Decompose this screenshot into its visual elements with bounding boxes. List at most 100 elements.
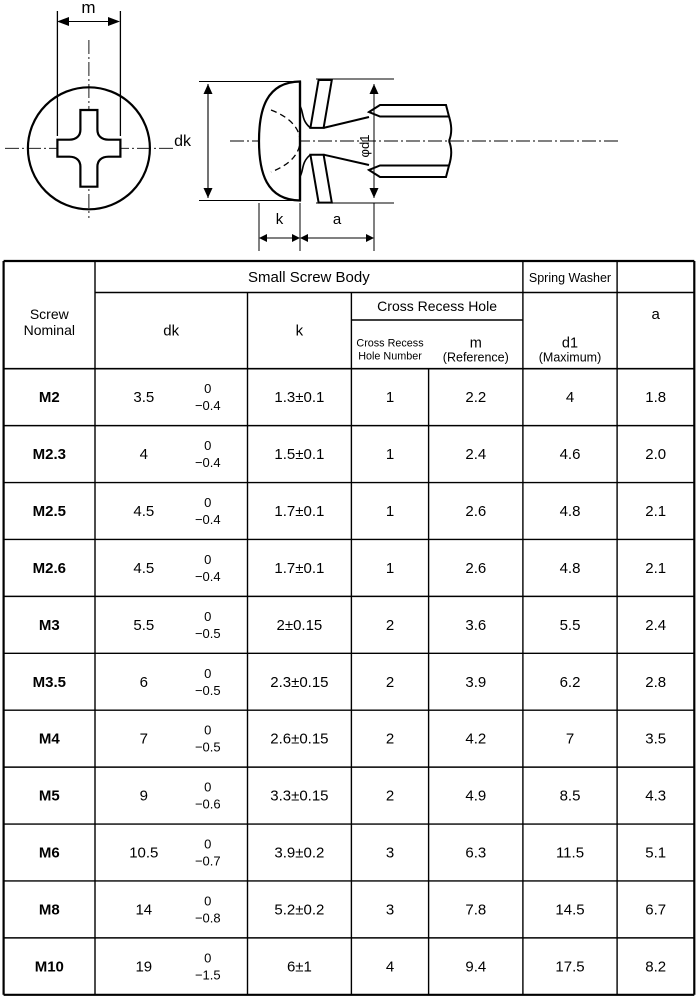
svg-text:3.3±0.15: 3.3±0.15 [270,788,328,805]
svg-text:6.2: 6.2 [560,674,581,691]
svg-text:2.6: 2.6 [465,560,486,577]
svg-text:−0.5: −0.5 [195,626,221,641]
svg-text:Cross Recess Hole: Cross Recess Hole [377,298,497,314]
svg-text:6: 6 [140,674,148,691]
svg-text:−0.4: −0.4 [195,455,221,470]
svg-text:11.5: 11.5 [556,845,584,862]
svg-text:4.9: 4.9 [465,788,486,805]
svg-text:−0.5: −0.5 [195,683,221,698]
svg-text:a: a [333,211,342,228]
svg-text:2±0.15: 2±0.15 [277,617,323,634]
svg-text:3.9: 3.9 [465,674,486,691]
svg-text:0: 0 [204,609,211,624]
svg-text:2.6±0.15: 2.6±0.15 [270,731,328,748]
svg-text:1.5±0.1: 1.5±0.1 [274,446,324,463]
svg-text:4.8: 4.8 [560,503,581,520]
svg-text:dk: dk [163,323,179,340]
svg-text:5.5: 5.5 [133,617,154,634]
svg-text:1.7±0.1: 1.7±0.1 [274,560,324,577]
svg-text:1: 1 [386,389,394,406]
svg-text:−0.8: −0.8 [195,910,221,925]
svg-text:4.3: 4.3 [645,788,666,805]
svg-text:M2.3: M2.3 [33,446,66,463]
svg-text:0: 0 [204,950,211,965]
svg-text:0: 0 [204,552,211,567]
svg-text:0: 0 [204,381,211,396]
svg-text:6.7: 6.7 [645,901,666,918]
svg-text:6.3: 6.3 [465,845,486,862]
svg-text:4: 4 [566,389,574,406]
svg-text:M2.5: M2.5 [33,503,66,520]
svg-text:−0.6: −0.6 [195,797,221,812]
svg-text:2.3±0.15: 2.3±0.15 [270,674,328,691]
svg-text:1.3±0.1: 1.3±0.1 [274,389,324,406]
svg-text:0: 0 [204,893,211,908]
svg-text:4.2: 4.2 [465,731,486,748]
svg-text:2.0: 2.0 [645,446,666,463]
svg-text:2: 2 [386,617,394,634]
svg-text:4: 4 [386,958,394,975]
svg-text:φd1: φd1 [357,135,372,158]
svg-text:8.2: 8.2 [645,958,666,975]
svg-text:1: 1 [386,560,394,577]
svg-text:M6: M6 [39,845,60,862]
svg-text:2.1: 2.1 [645,560,666,577]
svg-text:0: 0 [204,438,211,453]
svg-text:M2.6: M2.6 [33,560,66,577]
svg-text:Nominal: Nominal [24,322,75,338]
svg-text:0: 0 [204,495,211,510]
svg-text:4.5: 4.5 [133,503,154,520]
svg-text:M5: M5 [39,788,60,805]
svg-text:−1.5: −1.5 [195,967,221,982]
svg-text:14: 14 [135,901,152,918]
svg-text:d1: d1 [562,335,578,351]
svg-text:3: 3 [386,901,394,918]
svg-text:(Maximum): (Maximum) [539,350,602,364]
svg-text:3.5: 3.5 [645,731,666,748]
svg-text:5.5: 5.5 [560,617,581,634]
svg-text:1.8: 1.8 [645,389,666,406]
svg-text:−0.5: −0.5 [195,740,221,755]
svg-text:M8: M8 [39,901,60,918]
svg-text:M4: M4 [39,731,60,748]
svg-text:5.1: 5.1 [645,845,666,862]
svg-text:0: 0 [204,723,211,738]
svg-text:9.4: 9.4 [465,958,486,975]
svg-text:Hole Number: Hole Number [358,350,422,362]
svg-text:k: k [296,323,304,340]
svg-text:1.7±0.1: 1.7±0.1 [274,503,324,520]
svg-text:6±1: 6±1 [287,958,312,975]
svg-text:m: m [470,335,482,351]
svg-text:a: a [652,306,661,323]
svg-text:7: 7 [566,731,574,748]
svg-text:8.5: 8.5 [560,788,581,805]
svg-text:4: 4 [140,446,148,463]
svg-text:(Reference): (Reference) [443,350,509,364]
svg-text:10.5: 10.5 [129,845,158,862]
svg-text:2: 2 [386,788,394,805]
svg-text:−0.4: −0.4 [195,512,221,527]
svg-text:17.5: 17.5 [555,958,584,975]
svg-text:2.6: 2.6 [465,503,486,520]
svg-text:9: 9 [140,788,148,805]
svg-text:4.5: 4.5 [133,560,154,577]
svg-text:2.4: 2.4 [465,446,486,463]
svg-text:0: 0 [204,666,211,681]
svg-text:2.2: 2.2 [465,389,486,406]
svg-text:Screw: Screw [30,306,70,322]
svg-text:5.2±0.2: 5.2±0.2 [274,901,324,918]
svg-text:3: 3 [386,845,394,862]
svg-text:M10: M10 [35,958,64,975]
svg-text:M2: M2 [39,389,60,406]
svg-text:2.1: 2.1 [645,503,666,520]
svg-text:14.5: 14.5 [555,901,584,918]
svg-text:3.9±0.2: 3.9±0.2 [274,845,324,862]
svg-text:1: 1 [386,446,394,463]
svg-text:dk: dk [174,133,192,150]
svg-text:−0.7: −0.7 [195,854,221,869]
svg-text:0: 0 [204,837,211,852]
svg-text:0: 0 [204,780,211,795]
svg-text:M3: M3 [39,617,60,634]
svg-text:−0.4: −0.4 [195,569,221,584]
svg-text:−0.4: −0.4 [195,398,221,413]
